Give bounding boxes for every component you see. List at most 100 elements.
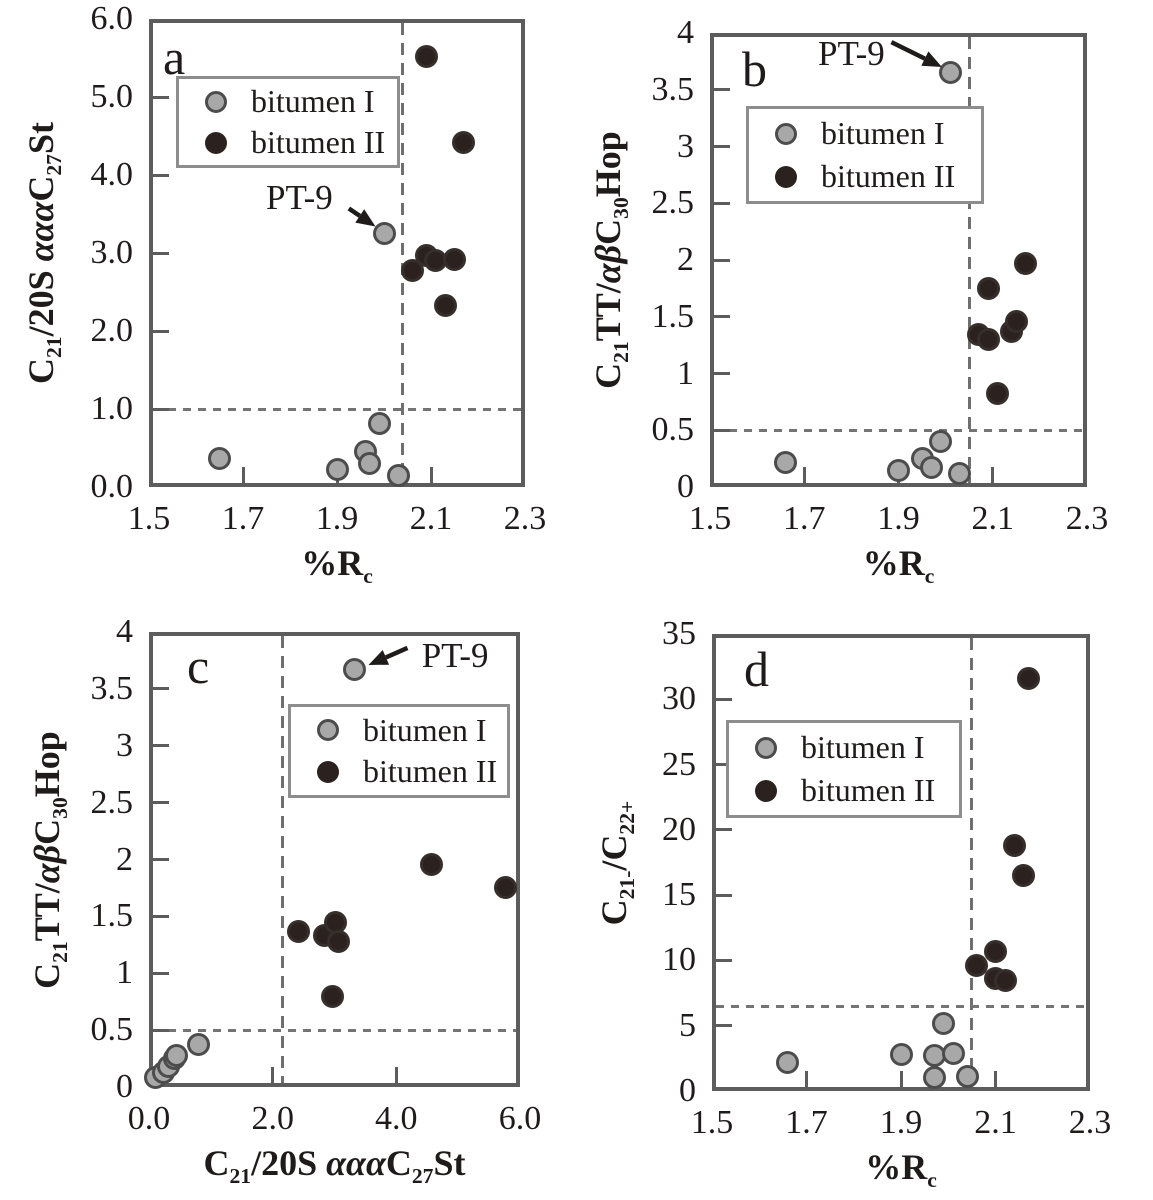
panel-b-y-tick-label-1: 1 [677, 354, 694, 392]
panel-c-y-tick-label-0.5: 0.5 [90, 1011, 134, 1049]
panel-a-y-axis-tick [153, 95, 169, 99]
panel-d-point-bitumen2-5 [1012, 864, 1036, 888]
panel-a-x-tick-label-1.5: 1.5 [127, 500, 171, 537]
panel-a-x-tick-label-2.1: 2.1 [409, 500, 453, 537]
panel-d-letter: d [744, 641, 769, 697]
panel-a-point-bitumen1-5 [386, 463, 410, 487]
bitumen1-legend-dot-icon [317, 719, 339, 742]
panel-a-x-tick-label-1.9: 1.9 [315, 500, 359, 537]
panel-d-y-axis-tick [716, 697, 732, 701]
panel-c-y-tick-label-1: 1 [116, 954, 133, 992]
panel-c-x-tick-label-2.0: 2.0 [251, 1100, 294, 1137]
panel-b-point-bitumen1-3 [920, 456, 943, 480]
bitumen1-legend-dot-icon [755, 736, 777, 759]
panel-d-point-bitumen1-6 [955, 1065, 979, 1089]
panel-a-legend-bitumen2-label: bitumen II [251, 124, 386, 160]
panel-b-pt9-label: PT-9 [817, 34, 885, 74]
panel-d-y-axis-tick [716, 1024, 732, 1028]
panel-a-point-bitumen2-0 [400, 258, 424, 282]
panel-d-y-axis-tick [716, 763, 732, 767]
panel-d-x-axis-tick [805, 1071, 808, 1087]
panel-a-x-tick-label-2.3: 2.3 [503, 500, 547, 537]
panel-b-y-tick-label-2.5: 2.5 [651, 184, 695, 222]
panel-c-x-axis-title: C21/20S αααC27St [203, 1143, 466, 1189]
panel-d-x-tick-label-1.7: 1.7 [785, 1104, 828, 1141]
panel-b-y-tick-label-3.5: 3.5 [651, 70, 695, 108]
panel-c-y-axis-tick [153, 801, 169, 805]
panel-a-y-axis-tick [153, 407, 169, 411]
panel-d-point-bitumen2-6 [1017, 666, 1041, 690]
panel-c-y-axis-tick [153, 914, 169, 918]
panel-c-y-tick-label-4: 4 [116, 613, 133, 650]
panel-b-y-tick-label-0: 0 [677, 468, 694, 505]
panel-a-legend-row-bitumen1: bitumen I [179, 83, 397, 120]
panel-c-y-tick-label-3: 3 [116, 726, 133, 764]
panel-b-x-tick-label-1.5: 1.5 [688, 500, 732, 537]
panel-b-point-bitumen1-0 [773, 450, 797, 474]
panel-c-y-tick-label-3.5: 3.5 [90, 669, 134, 707]
panel-c-legend-bitumen1-label: bitumen I [363, 711, 487, 748]
panel-c-y-axis-tick [153, 687, 169, 691]
panel-b-point-bitumen2-5 [1014, 251, 1038, 275]
panel-d-point-bitumen1-5 [941, 1041, 965, 1065]
panel-a-point-bitumen1-6 [372, 222, 396, 245]
panel-d-x-axis-tick [899, 1071, 903, 1087]
panel-b-y-axis-tick [714, 258, 730, 262]
panel-c-x-tick-label-0.0: 0.0 [127, 1100, 171, 1137]
panel-d-x-tick-label-2.3: 2.3 [1068, 1104, 1112, 1141]
panel-a-y-tick-label-6.0: 6.0 [90, 0, 134, 37]
panel-c-legend-bitumen2-label: bitumen II [363, 753, 498, 790]
panel-d-x-axis-title: %Rc [865, 1147, 937, 1193]
panel-c-point-bitumen1-4 [164, 1043, 188, 1067]
panel-a-horizontal-threshold-line [153, 407, 521, 411]
panel-a-legend: bitumen I bitumen II [176, 76, 400, 168]
panel-c-legend-row-bitumen2: bitumen II [291, 753, 507, 790]
panel-a-point-bitumen2-5 [414, 44, 438, 68]
panel-d-horizontal-threshold-line [716, 1004, 1086, 1008]
panel-c-point-bitumen2-0 [286, 919, 310, 943]
panel-c-point-bitumen2-5 [420, 852, 444, 876]
panel-a-pt9-label: PT-9 [265, 177, 333, 217]
panel-c-x-tick-label-4.0: 4.0 [375, 1100, 418, 1137]
panel-c-legend-row-bitumen1: bitumen I [291, 712, 507, 749]
panel-d-legend-bitumen1-label: bitumen I [801, 729, 925, 765]
panel-b-y-tick-label-1.5: 1.5 [651, 297, 695, 335]
panel-b-vertical-threshold-line [967, 37, 971, 483]
panel-d-y-tick-label-20: 20 [662, 810, 696, 848]
panel-d-plot-area [712, 634, 1090, 1091]
panel-d-point-bitumen1-0 [776, 1050, 800, 1074]
panel-a-y-axis-tick [153, 173, 169, 177]
panel-d-y-axis-tick [716, 828, 732, 832]
panel-a-x-axis-title: %Rc [301, 543, 373, 589]
panel-d-y-tick-label-30: 30 [662, 680, 696, 718]
panel-b-plot-area [710, 33, 1087, 487]
panel-d-y-axis-tick [716, 893, 732, 897]
panel-a-point-bitumen1-1 [325, 457, 349, 481]
panel-c-y-tick-label-0: 0 [116, 1068, 133, 1105]
panel-b-point-bitumen1-1 [887, 458, 910, 482]
panel-d-point-bitumen2-1 [984, 939, 1007, 963]
panel-b-y-axis-tick [714, 315, 730, 319]
panel-c-x-tick-label-6.0: 6.0 [498, 1100, 542, 1137]
panel-d-y-tick-label-5: 5 [679, 1006, 696, 1044]
panel-b-y-axis-tick [714, 145, 730, 148]
panel-b-y-axis-tick [714, 88, 730, 92]
bitumen2-legend-dot-icon [205, 131, 227, 154]
bitumen1-legend-dot-icon [205, 90, 227, 113]
panel-a-y-axis-title: C21/20S αααC27St [21, 122, 67, 384]
panel-b-y-axis-title: C21TT/αβC30Hop [588, 131, 634, 389]
panel-c-y-axis-tick [153, 744, 169, 748]
panel-b-point-bitumen2-1 [976, 327, 1000, 351]
panel-a-point-bitumen2-3 [443, 247, 466, 271]
panel-b-x-tick-label-1.9: 1.9 [877, 500, 920, 537]
panel-b-x-axis-tick [991, 467, 995, 483]
panel-a-y-tick-label-5.0: 5.0 [90, 78, 134, 115]
panel-a-y-tick-label-1.0: 1.0 [90, 390, 134, 427]
panel-a-y-tick-label-2.0: 2.0 [90, 312, 134, 349]
panel-a-vertical-threshold-line [401, 23, 405, 483]
panel-b-x-axis-title: %Rc [862, 543, 935, 589]
bitumen2-legend-dot-icon [755, 779, 777, 802]
panel-d-x-tick-label-2.1: 2.1 [974, 1104, 1017, 1141]
panel-b-x-axis-tick [802, 467, 806, 483]
